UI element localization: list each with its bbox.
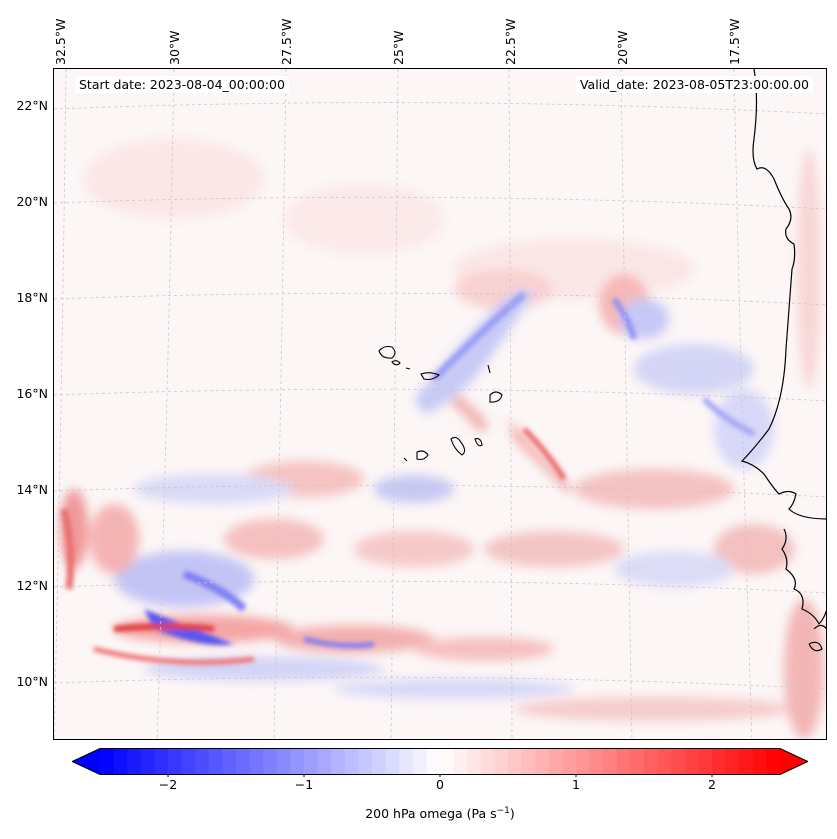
colorbar-min-extend <box>72 748 100 775</box>
coastline <box>740 69 826 652</box>
colorbar-segment <box>616 748 631 775</box>
longitude-label: 22.5°W <box>503 18 518 65</box>
colorbar-segment <box>548 748 563 775</box>
colorbar-segment <box>684 748 699 775</box>
map-panel <box>53 68 827 740</box>
colorbar-segment <box>304 748 319 775</box>
colorbar-segment <box>208 748 223 775</box>
colorbar-max-extend <box>780 748 808 775</box>
colorbar-segment <box>494 748 509 775</box>
colorbar-tick-label: 1 <box>572 777 580 792</box>
colorbar-segment <box>752 748 767 775</box>
colorbar-label-exponent: −1 <box>496 806 510 816</box>
colorbar <box>72 748 808 777</box>
colorbar-tick-label: 0 <box>436 777 444 792</box>
latitude-label: 22°N <box>16 98 48 113</box>
colorbar-segment <box>657 748 672 775</box>
colorbar-segment <box>698 748 713 775</box>
colorbar-segment <box>440 748 455 775</box>
omega-field-detail <box>60 291 756 665</box>
colorbar-outline <box>72 748 808 775</box>
colorbar-segment <box>127 748 142 775</box>
gridlines <box>54 69 826 739</box>
colorbar-segment <box>113 748 128 775</box>
colorbar-segment <box>725 748 740 775</box>
colorbar-segment <box>344 748 359 775</box>
colorbar-segment <box>358 748 373 775</box>
colorbar-segment <box>521 748 536 775</box>
colorbar-segment <box>317 748 332 775</box>
colorbar-tick-label: −1 <box>294 777 314 792</box>
colorbar-segment <box>712 748 727 775</box>
colorbar-segment <box>576 748 591 775</box>
colorbar-segment <box>140 748 155 775</box>
colorbar-segment <box>453 748 468 775</box>
colorbar-segment <box>739 748 754 775</box>
colorbar-segment <box>630 748 645 775</box>
colorbar-segment <box>290 748 305 775</box>
omega-field-map <box>54 69 826 739</box>
colorbar-segment <box>100 748 115 775</box>
colorbar-segment <box>181 748 196 775</box>
colorbar-segment <box>644 748 659 775</box>
colorbar-segment <box>263 748 278 775</box>
colorbar-tick-label: 2 <box>708 777 716 792</box>
valid-date-label: Valid_date: 2023-08-05T23:00:00.00 <box>575 76 813 93</box>
start-date-label: Start date: 2023-08-04_00:00:00 <box>75 76 289 93</box>
colorbar-label: 200 hPa omega (Pa s−1) <box>0 806 837 821</box>
longitude-label: 27.5°W <box>279 18 294 65</box>
cape-verde-islands <box>378 345 503 462</box>
latitude-label: 20°N <box>16 194 48 209</box>
latitude-label: 12°N <box>16 578 48 593</box>
latitude-label: 14°N <box>16 482 48 497</box>
colorbar-segment <box>222 748 237 775</box>
latitude-label: 16°N <box>16 386 48 401</box>
colorbar-segment <box>385 748 400 775</box>
colorbar-segment <box>168 748 183 775</box>
latitude-label: 18°N <box>16 290 48 305</box>
colorbar-segment <box>412 748 427 775</box>
colorbar-segment <box>331 748 346 775</box>
colorbar-segment <box>467 748 482 775</box>
colorbar-label-text: 200 hPa omega (Pa s <box>365 806 497 822</box>
longitude-label: 32.5°W <box>53 18 68 65</box>
colorbar-label-end: ) <box>509 806 515 822</box>
colorbar-tick-label: −2 <box>158 777 178 792</box>
omega-field <box>60 139 824 739</box>
latitude-label: 10°N <box>16 674 48 689</box>
colorbar-segment <box>154 748 169 775</box>
longitude-label: 17.5°W <box>727 18 742 65</box>
colorbar-segment <box>508 748 523 775</box>
colorbar-segment <box>480 748 495 775</box>
colorbar-segment <box>426 748 441 775</box>
colorbar-segment <box>236 748 251 775</box>
longitude-label: 25°W <box>391 30 406 65</box>
colorbar-segment <box>589 748 604 775</box>
colorbar-segment <box>603 748 618 775</box>
longitude-label: 20°W <box>615 30 630 65</box>
colorbar-segment <box>766 748 781 775</box>
colorbar-segment <box>562 748 577 775</box>
colorbar-segment <box>535 748 550 775</box>
colorbar-segment <box>399 748 414 775</box>
longitude-label: 30°W <box>167 30 182 65</box>
colorbar-segment <box>249 748 264 775</box>
colorbar-segment <box>276 748 291 775</box>
colorbar-segment <box>671 748 686 775</box>
colorbar-segment <box>195 748 210 775</box>
colorbar-segment <box>372 748 387 775</box>
